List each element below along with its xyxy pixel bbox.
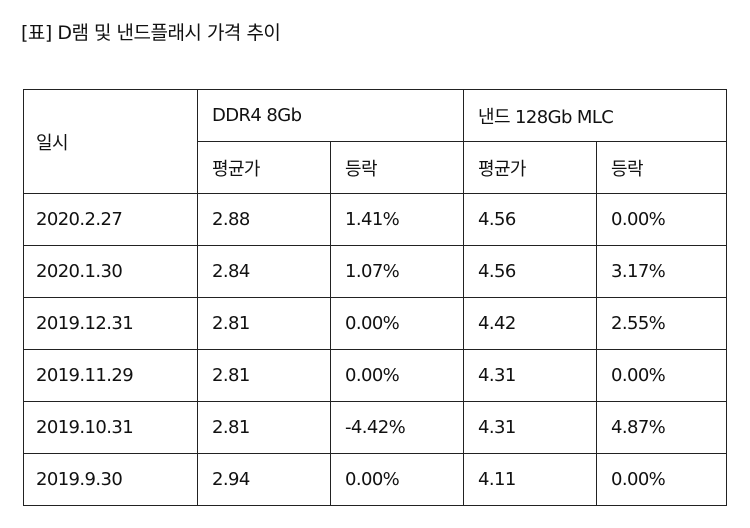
table-row: 2019.12.31 2.81 0.00% 4.42 2.55% — [23, 297, 727, 350]
nand-price-cell: 4.31 — [463, 349, 597, 402]
date-cell: 2019.12.31 — [23, 297, 198, 350]
ddr4-price-cell: 2.84 — [197, 245, 331, 298]
nand-price-cell: 4.11 — [463, 453, 597, 506]
ddr4-change-cell: 0.00% — [330, 453, 464, 506]
price-table: 일시 DDR4 8Gb 낸드 128Gb MLC 평균가 등락 평균가 등락 2… — [23, 89, 727, 506]
nand-price-cell: 4.31 — [463, 401, 597, 454]
ddr4-price-cell: 2.88 — [197, 193, 331, 246]
ddr4-price-cell: 2.81 — [197, 401, 331, 454]
ddr4-price-cell: 2.81 — [197, 349, 331, 402]
nand-change-cell: 2.55% — [596, 297, 727, 350]
nand-change-cell: 0.00% — [596, 193, 727, 246]
ddr4-change-cell: 1.41% — [330, 193, 464, 246]
table-row: 2020.1.30 2.84 1.07% 4.56 3.17% — [23, 245, 727, 298]
subheader-row: 평균가 등락 평균가 등락 — [24, 141, 727, 194]
table-row: 2019.11.29 2.81 0.00% 4.31 0.00% — [23, 349, 727, 402]
nand-change-cell: 0.00% — [596, 453, 727, 506]
table-row: 2019.10.31 2.81 -4.42% 4.31 4.87% — [23, 401, 727, 454]
nand-change-cell: 0.00% — [596, 349, 727, 402]
nand-price-cell: 4.56 — [463, 245, 597, 298]
ddr4-change-cell: 1.07% — [330, 245, 464, 298]
nand-price-cell: 4.56 — [463, 193, 597, 246]
ddr4-change-cell: 0.00% — [330, 349, 464, 402]
page-title: [표] D램 및 낸드플래시 가격 추이 — [21, 22, 281, 44]
table-row: 2019.9.30 2.94 0.00% 4.11 0.00% — [23, 453, 727, 506]
ddr4-change-cell: -4.42% — [330, 401, 464, 454]
date-column-header: 일시 — [23, 89, 198, 194]
date-cell: 2020.2.27 — [23, 193, 198, 246]
ddr4-price-cell: 2.94 — [197, 453, 331, 506]
table-row: 2020.2.27 2.88 1.41% 4.56 0.00% — [23, 193, 727, 246]
date-cell: 2020.1.30 — [23, 245, 198, 298]
subheader-nand-avg-price: 평균가 — [463, 141, 597, 194]
date-cell: 2019.11.29 — [23, 349, 198, 402]
ddr4-price-cell: 2.81 — [197, 297, 331, 350]
header-row: 일시 DDR4 8Gb 낸드 128Gb MLC — [23, 89, 727, 194]
subheader-nand-change: 등락 — [596, 141, 727, 194]
table-body: 일시 DDR4 8Gb 낸드 128Gb MLC 평균가 등락 평균가 등락 2… — [23, 89, 727, 506]
nand-change-cell: 3.17% — [596, 245, 727, 298]
ddr4-change-cell: 0.00% — [330, 297, 464, 350]
subheader-ddr4-avg-price: 평균가 — [197, 141, 331, 194]
subheader-ddr4-change: 등락 — [330, 141, 464, 194]
date-cell: 2019.10.31 — [23, 401, 198, 454]
date-cell: 2019.9.30 — [23, 453, 198, 506]
nand-price-cell: 4.42 — [463, 297, 597, 350]
group-header-ddr4: DDR4 8Gb — [197, 89, 464, 142]
group-header-nand: 낸드 128Gb MLC — [463, 89, 727, 142]
nand-change-cell: 4.87% — [596, 401, 727, 454]
